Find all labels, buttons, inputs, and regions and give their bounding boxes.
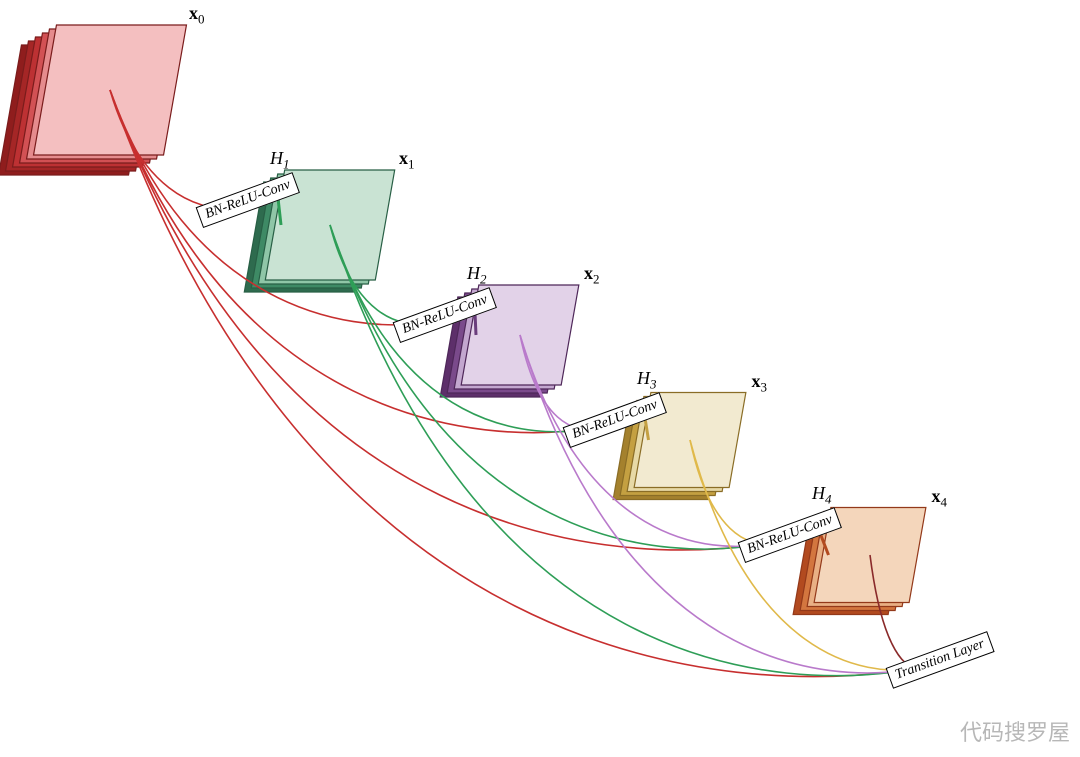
connector-H2-x2 — [475, 313, 476, 335]
op-H1-hlabel: H1 — [270, 148, 290, 173]
op-H4-hlabel: H4 — [812, 483, 832, 508]
layer-x3-label: x3 — [752, 371, 768, 396]
layer-x2-label: x2 — [584, 263, 600, 288]
layer-x0-label: x0 — [189, 3, 205, 28]
layer-x4-label: x4 — [932, 486, 948, 511]
layer-x1-label: x1 — [399, 148, 415, 173]
op-H3-hlabel: H3 — [637, 368, 657, 393]
op-H2-hlabel: H2 — [467, 263, 487, 288]
arc-x2-to-T — [520, 335, 920, 673]
watermark-text: 代码搜罗屋 — [960, 715, 1070, 747]
